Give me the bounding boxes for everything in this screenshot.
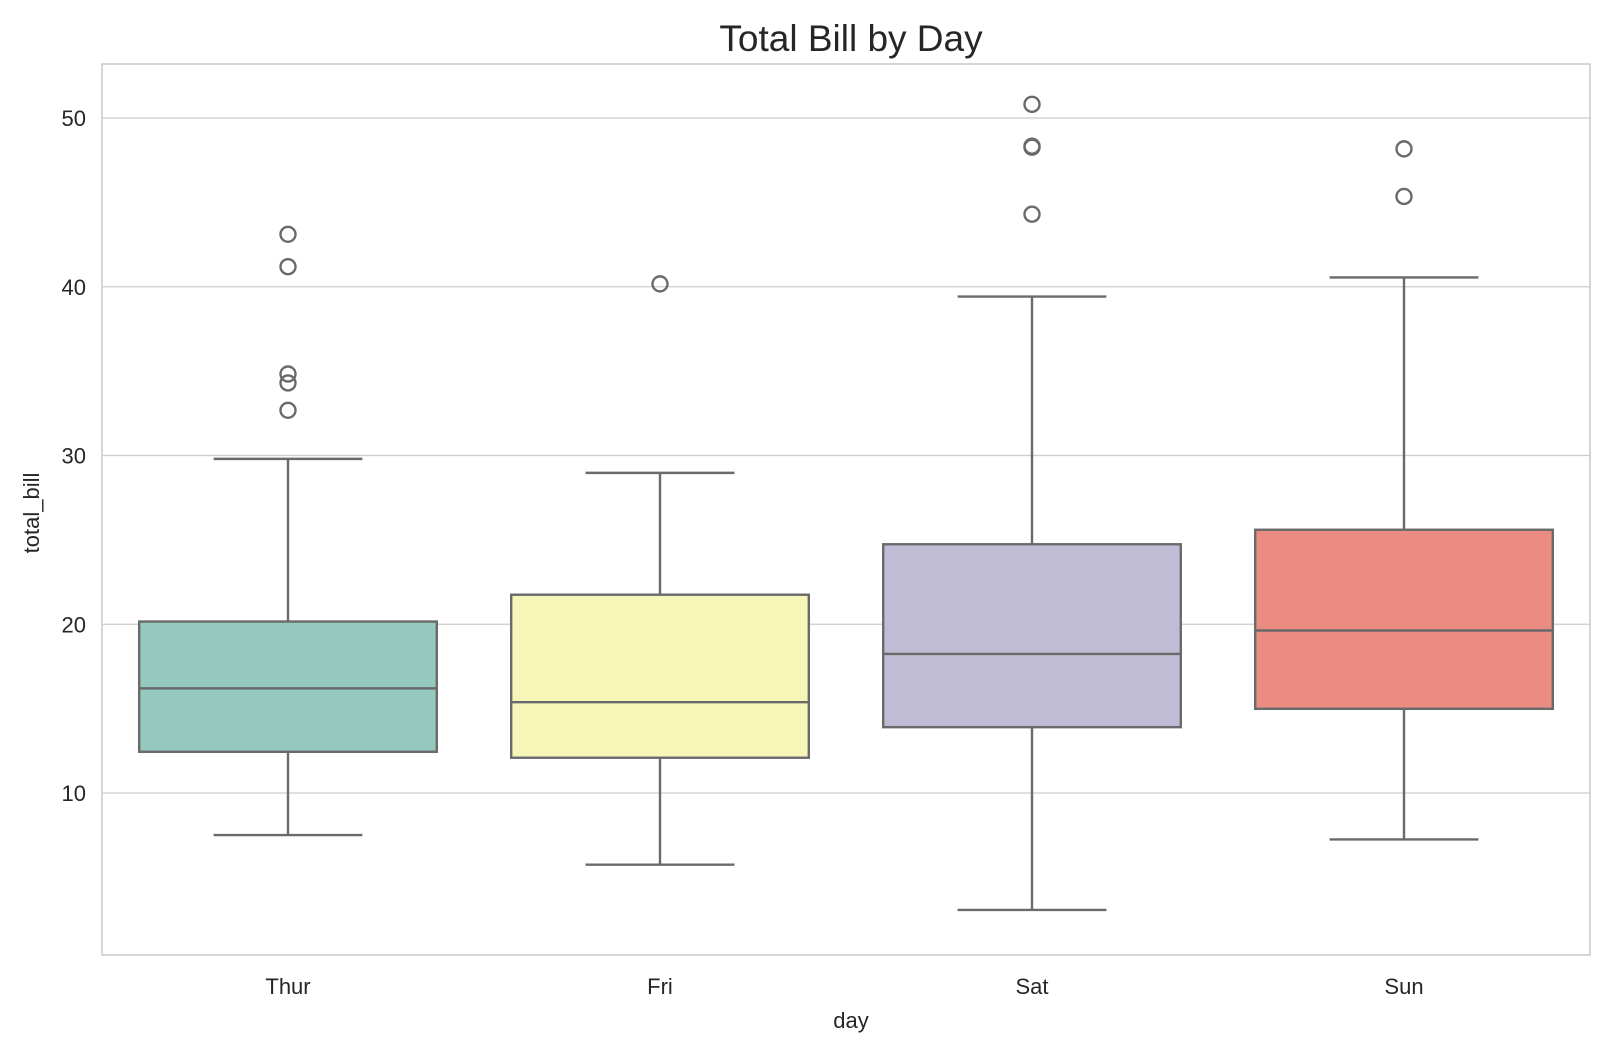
outlier-point bbox=[1395, 187, 1413, 206]
x-axis-label: day bbox=[833, 1008, 868, 1033]
outlier-point bbox=[1023, 137, 1041, 155]
box-group-thur bbox=[137, 225, 439, 837]
x-tick-label: Thur bbox=[265, 974, 310, 999]
outlier-point bbox=[279, 401, 297, 419]
outlier-point bbox=[1023, 205, 1041, 223]
y-tick-label: 10 bbox=[62, 781, 86, 806]
outlier-point bbox=[279, 374, 297, 392]
x-tick-labels: Thur Fri Sat Sun bbox=[265, 974, 1423, 999]
iqr-box bbox=[1253, 528, 1554, 710]
plot-frame bbox=[101, 63, 1591, 956]
iqr-box bbox=[510, 593, 811, 759]
outlier-point bbox=[279, 365, 297, 383]
outlier-point bbox=[651, 275, 669, 293]
x-tick-label: Sat bbox=[1015, 974, 1048, 999]
outlier-point bbox=[1023, 95, 1041, 114]
y-axis-label: total_bill bbox=[19, 473, 44, 554]
boxes-layer bbox=[137, 95, 1554, 912]
y-tick-labels: 10 20 30 40 50 bbox=[62, 106, 86, 806]
outlier-point bbox=[279, 225, 297, 243]
outlier-point bbox=[1395, 140, 1413, 158]
box-group-sat bbox=[882, 95, 1183, 912]
box-group-fri bbox=[510, 275, 811, 866]
y-tick-label: 50 bbox=[62, 106, 86, 131]
y-tick-label: 30 bbox=[62, 444, 86, 469]
chart-title: Total Bill by Day bbox=[719, 18, 983, 59]
x-tick-label: Fri bbox=[647, 974, 673, 999]
x-tick-label: Sun bbox=[1384, 974, 1423, 999]
y-tick-label: 20 bbox=[62, 612, 86, 637]
iqr-box bbox=[137, 620, 439, 754]
y-tick-label: 40 bbox=[62, 275, 86, 300]
box-group-sun bbox=[1253, 140, 1554, 841]
iqr-box bbox=[882, 543, 1183, 729]
outlier-point bbox=[279, 257, 297, 276]
